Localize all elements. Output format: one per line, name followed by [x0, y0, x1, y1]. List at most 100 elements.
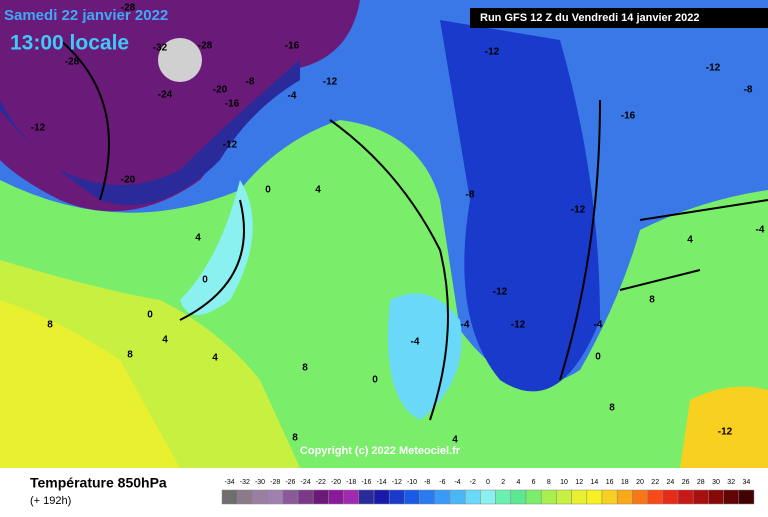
time-label: 13:00 locale: [10, 32, 129, 55]
map-label: -4: [288, 91, 297, 102]
map-label: 4: [315, 185, 321, 196]
map-label: -4: [411, 337, 420, 348]
legend-swatch: [221, 489, 238, 505]
legend-swatch: [586, 489, 603, 505]
map-label: 0: [372, 375, 378, 386]
map-label: 4: [212, 353, 218, 364]
legend-tick-label: 6: [532, 479, 536, 486]
map-label: -12: [718, 427, 733, 438]
map-label: 8: [609, 403, 615, 414]
map-label: -12: [511, 320, 526, 331]
legend-tick-label: 0: [486, 479, 490, 486]
legend-swatch: [632, 489, 648, 505]
legend-swatch: [677, 489, 694, 505]
legend-swatch: [388, 489, 405, 505]
map-label: -4: [756, 225, 765, 236]
map-label: -12: [706, 63, 721, 74]
map-label: -32: [153, 43, 168, 54]
legend-tick-label: -14: [377, 479, 387, 486]
legend-tick-label: -24: [301, 479, 311, 486]
legend-swatch: [267, 489, 284, 505]
legend-swatch: [616, 489, 633, 505]
legend-tick-label: -18: [346, 479, 356, 486]
legend-tick-label: -10: [407, 479, 417, 486]
legend-tick-label: 14: [591, 479, 599, 486]
legend-tick-label: 16: [606, 479, 614, 486]
legend-swatch: [540, 489, 557, 505]
legend-swatch: [708, 489, 724, 505]
map-label: 0: [147, 310, 153, 321]
legend-tick-label: -2: [470, 479, 476, 486]
legend-swatch: [358, 489, 375, 505]
legend-swatch: [297, 489, 314, 505]
legend-tick-label: 18: [621, 479, 629, 486]
map-label: -24: [158, 90, 173, 101]
legend-swatch: [601, 489, 618, 505]
legend-tick-label: -6: [439, 479, 445, 486]
map-label: -4: [594, 320, 603, 331]
map-labels: -28 -28 -32 -28 -24 -20 -20 -16 -16 -12 -12 -12 -8 -4…: [31, 3, 765, 446]
legend-swatch: [449, 489, 466, 505]
map-label: -20: [213, 85, 228, 96]
legend-tick-label: 2: [501, 479, 505, 486]
map-label: -8: [246, 77, 255, 88]
map-label: 4: [195, 233, 201, 244]
legend-swatch: [236, 489, 253, 505]
map-label: -12: [485, 47, 500, 58]
copyright: Copyright (c) 2022 Meteociel.fr: [300, 445, 461, 457]
map-label: -4: [461, 320, 470, 331]
map-label: -20: [121, 175, 136, 186]
map-label: -28: [198, 41, 213, 52]
legend-swatch: [252, 489, 268, 505]
map-label: 8: [302, 363, 308, 374]
warm-zone-3: [680, 386, 768, 468]
map-label: -12: [493, 287, 508, 298]
map-label: -16: [225, 99, 240, 110]
legend-tick-label: 20: [636, 479, 644, 486]
map-label: 8: [649, 295, 655, 306]
map-label: 8: [47, 320, 53, 331]
legend-swatch: [525, 489, 542, 505]
cold-spot: [158, 38, 202, 82]
map-label: -28: [121, 3, 136, 14]
cold-core: [0, 0, 360, 212]
legend-swatch: [495, 489, 512, 505]
map-label: 0: [202, 275, 208, 286]
legend-tick-label: 4: [516, 479, 520, 486]
warm-zone-2: [0, 300, 180, 468]
legend-tick-label: 10: [560, 479, 568, 486]
legend-swatch: [556, 489, 572, 505]
map-label: 0: [595, 352, 601, 363]
legend-tick-label: 24: [667, 479, 675, 486]
map-label: -8: [466, 190, 475, 201]
map-label: 8: [127, 350, 133, 361]
map-label: 4: [452, 435, 458, 446]
legend-tick-label: -32: [240, 479, 250, 486]
legend-tick-label: 12: [575, 479, 583, 486]
legend-swatch: [723, 489, 740, 505]
legend-swatch: [647, 489, 664, 505]
map-label: -12: [571, 205, 586, 216]
legend-swatch: [434, 489, 451, 505]
legend-swatch: [662, 489, 679, 505]
legend-tick-label: 8: [547, 479, 551, 486]
legend-tick-label: -22: [316, 479, 326, 486]
legend-swatch: [282, 489, 299, 505]
map-label: 4: [162, 335, 168, 346]
cold-trough: [440, 20, 600, 392]
legend-swatch: [510, 489, 527, 505]
legend-tick-label: -28: [270, 479, 280, 486]
legend-swatch: [738, 489, 755, 505]
map-label: -16: [621, 111, 636, 122]
legend-tick-label: -4: [454, 479, 460, 486]
legend-swatch: [343, 489, 360, 505]
map-label: -8: [744, 85, 753, 96]
legend-tick-label: 26: [682, 479, 690, 486]
run-label: Run GFS 12 Z du Vendredi 14 janvier 2022: [480, 12, 699, 24]
legend-swatch: [464, 489, 481, 505]
zero-zone: [180, 180, 253, 315]
legend-swatch: [480, 489, 496, 505]
legend-swatch: [571, 489, 588, 505]
legend-tick-label: 30: [712, 479, 720, 486]
